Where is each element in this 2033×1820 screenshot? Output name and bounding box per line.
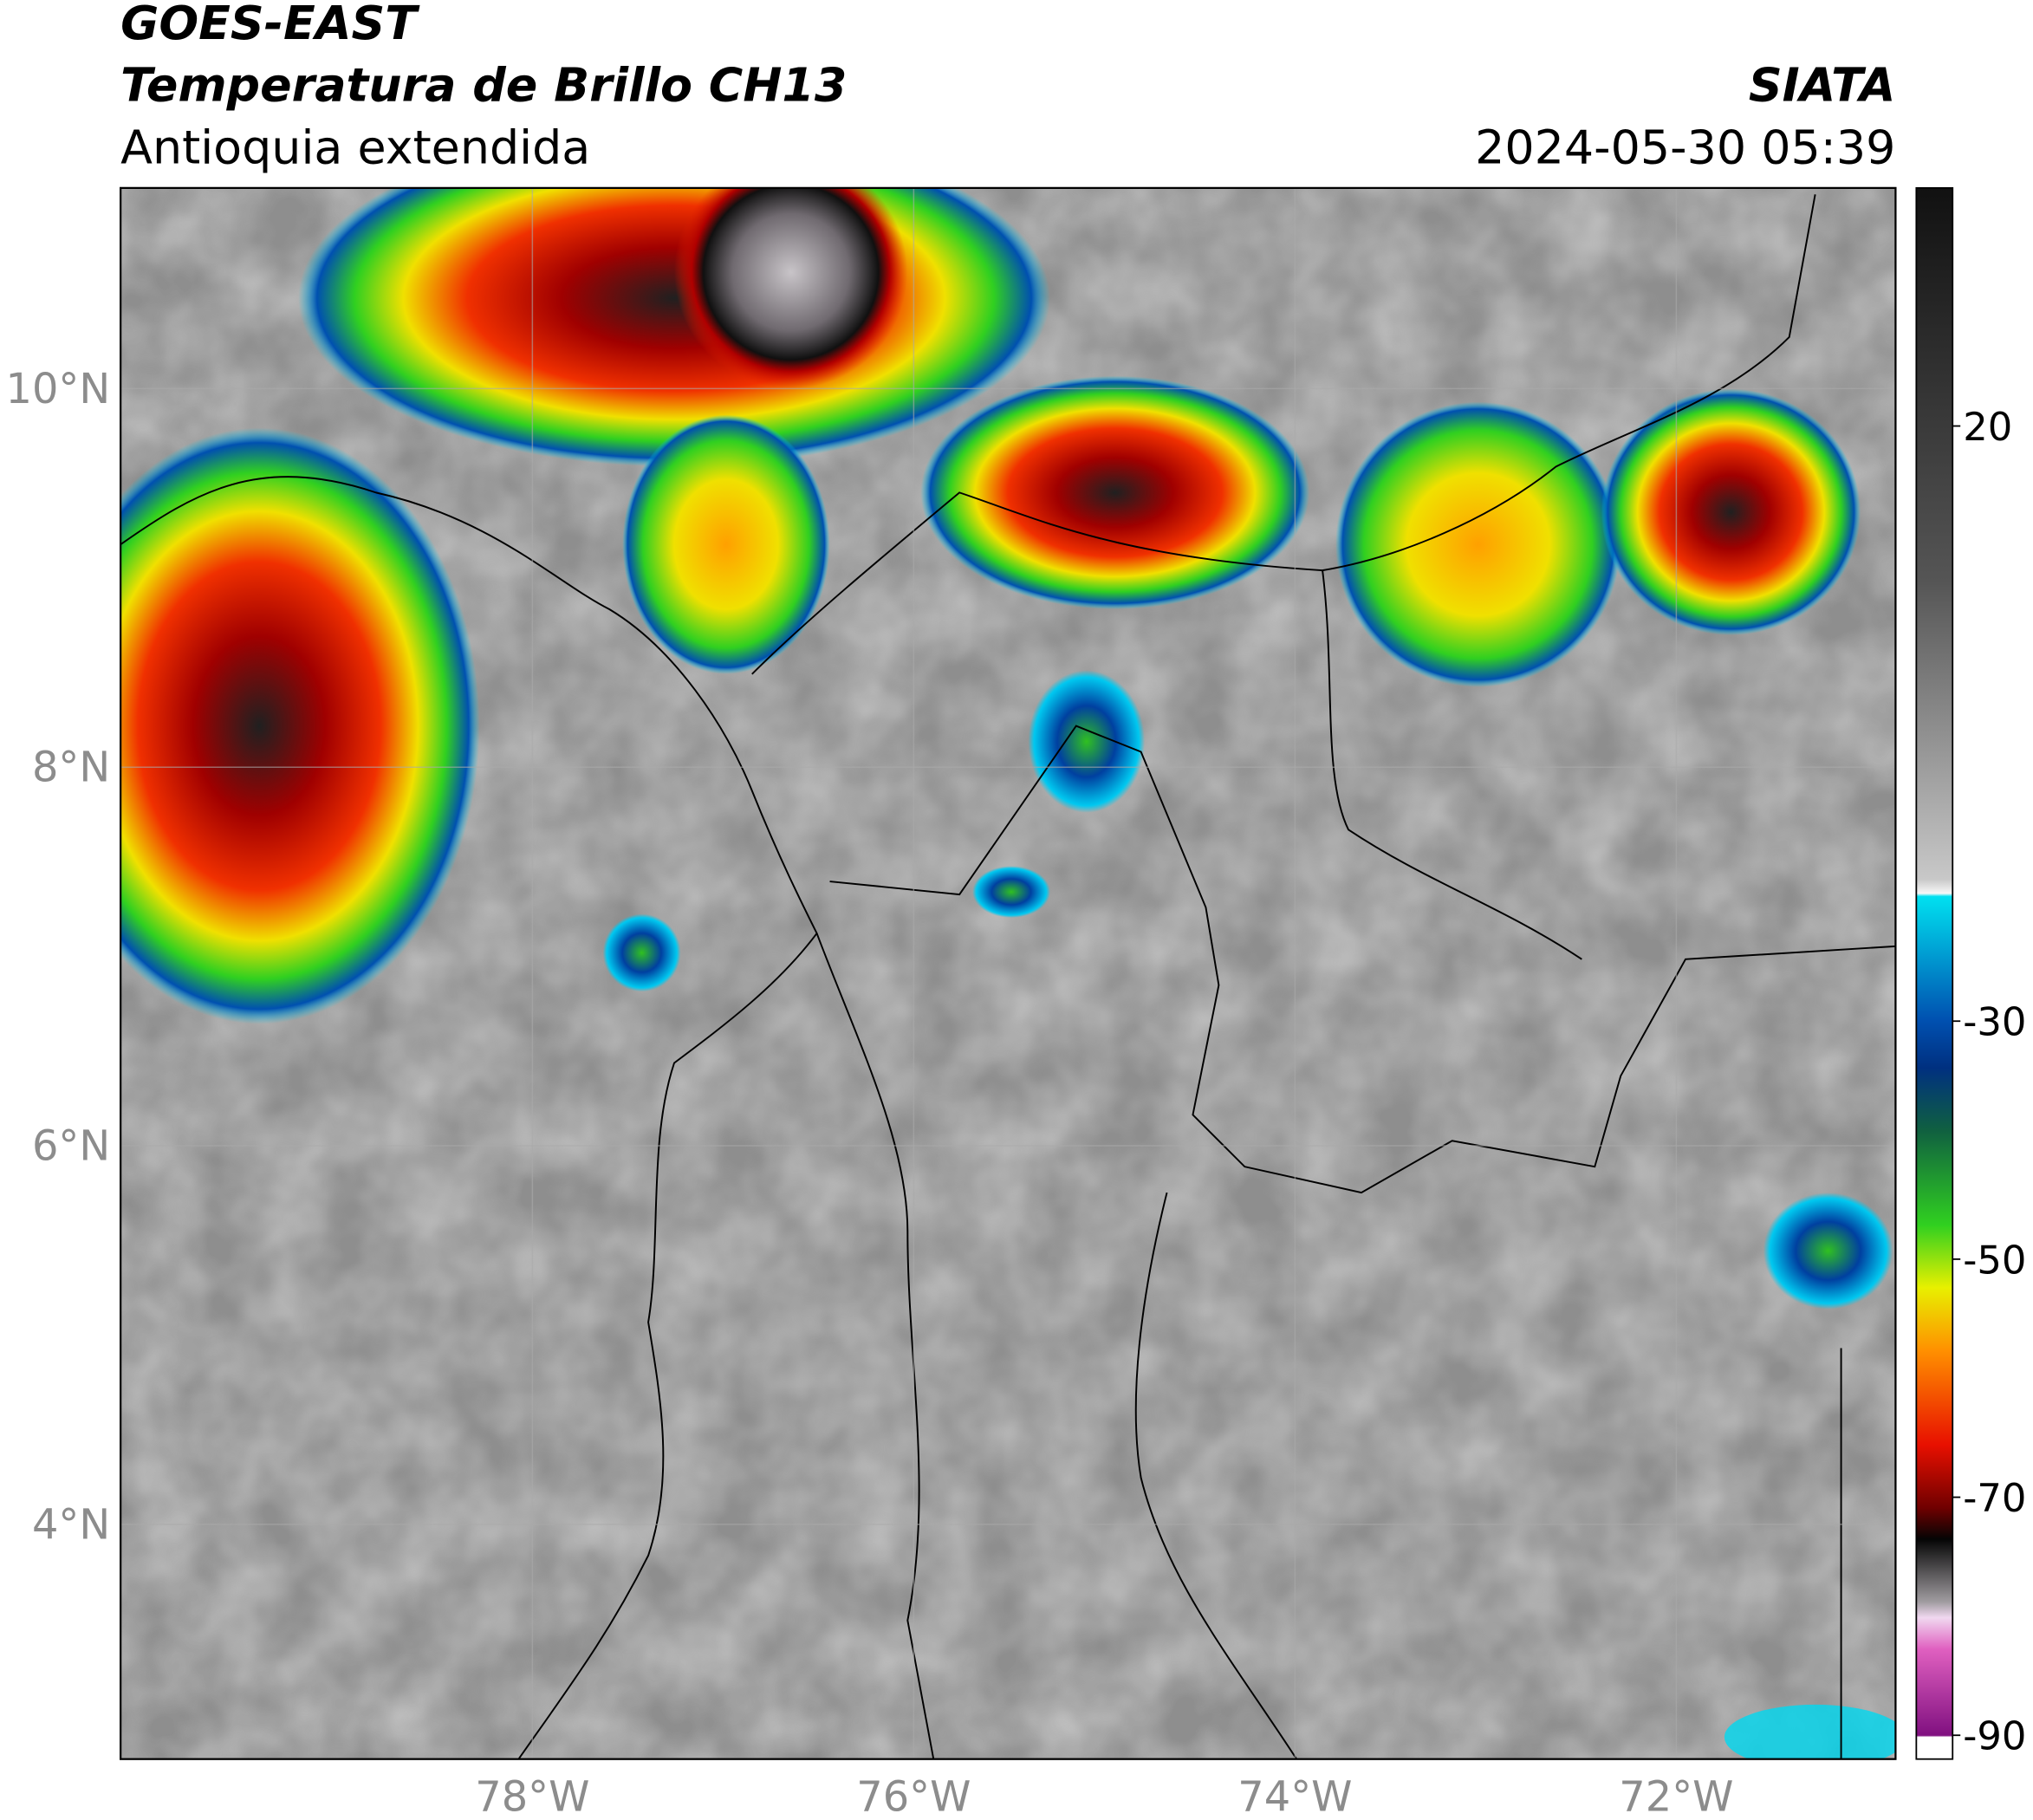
map-area <box>120 187 1896 1759</box>
colorbar-tick-label: -50 <box>1963 1237 2026 1283</box>
y-tick-label: 10°N <box>6 366 111 413</box>
colorbar-tick-label: 20 <box>1963 404 2012 450</box>
title-line: Temperatura de Brillo CH13 <box>120 58 847 113</box>
cloud-cell <box>1724 1704 1896 1759</box>
map-frame <box>120 186 1897 1760</box>
x-tick-label: 72°W <box>1619 1774 1733 1820</box>
borders <box>120 194 1896 1759</box>
convective-cloud <box>920 375 1310 609</box>
y-tick-label: 8°N <box>32 744 110 792</box>
boundary <box>1134 1192 1297 1759</box>
graticule <box>120 187 1896 1759</box>
convective-cloud <box>298 187 1050 467</box>
cloud-cell <box>1763 1193 1893 1310</box>
x-tick-label: 74°W <box>1237 1774 1352 1820</box>
title-line: GOES-EAST <box>120 0 420 50</box>
convective-cloud <box>1335 401 1621 687</box>
colorbar <box>1915 186 1954 1760</box>
colorbar-tick-label: -70 <box>1963 1475 2026 1521</box>
x-tick-label: 76°W <box>856 1774 971 1820</box>
cloud-cell <box>602 913 681 992</box>
boundary <box>815 933 935 1759</box>
subtitle: Antioquia extendida <box>120 120 590 174</box>
y-tick-label: 6°N <box>32 1123 110 1171</box>
convective-cloud <box>120 427 480 1024</box>
boundary <box>1322 569 1842 1759</box>
coastline <box>751 194 1816 675</box>
colorbar-tick-label: -90 <box>1963 1713 2026 1759</box>
coastline <box>120 476 818 1759</box>
datetime: 2024-05-30 05:39 <box>1475 120 1895 174</box>
y-tick-label: 4°N <box>32 1501 110 1549</box>
colorbar-tick-label: -30 <box>1963 999 2026 1045</box>
x-tick-label: 78°W <box>475 1774 589 1820</box>
convective-cloud <box>622 414 830 674</box>
convective-cloud <box>1601 388 1861 635</box>
source: SIATA <box>1749 58 1896 113</box>
cloud-cell <box>1028 670 1146 813</box>
cold-cloud-top <box>674 187 908 389</box>
boundary <box>829 725 1896 1194</box>
cloud-cell <box>972 866 1050 918</box>
